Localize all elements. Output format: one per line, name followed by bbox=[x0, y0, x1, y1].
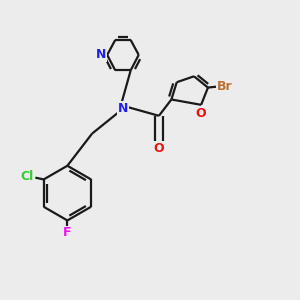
Text: N: N bbox=[118, 102, 128, 115]
Text: O: O bbox=[154, 142, 164, 155]
Text: O: O bbox=[195, 106, 206, 120]
Text: F: F bbox=[63, 226, 72, 239]
Text: Cl: Cl bbox=[20, 170, 34, 183]
Text: N: N bbox=[95, 48, 106, 62]
Text: Br: Br bbox=[217, 80, 233, 93]
